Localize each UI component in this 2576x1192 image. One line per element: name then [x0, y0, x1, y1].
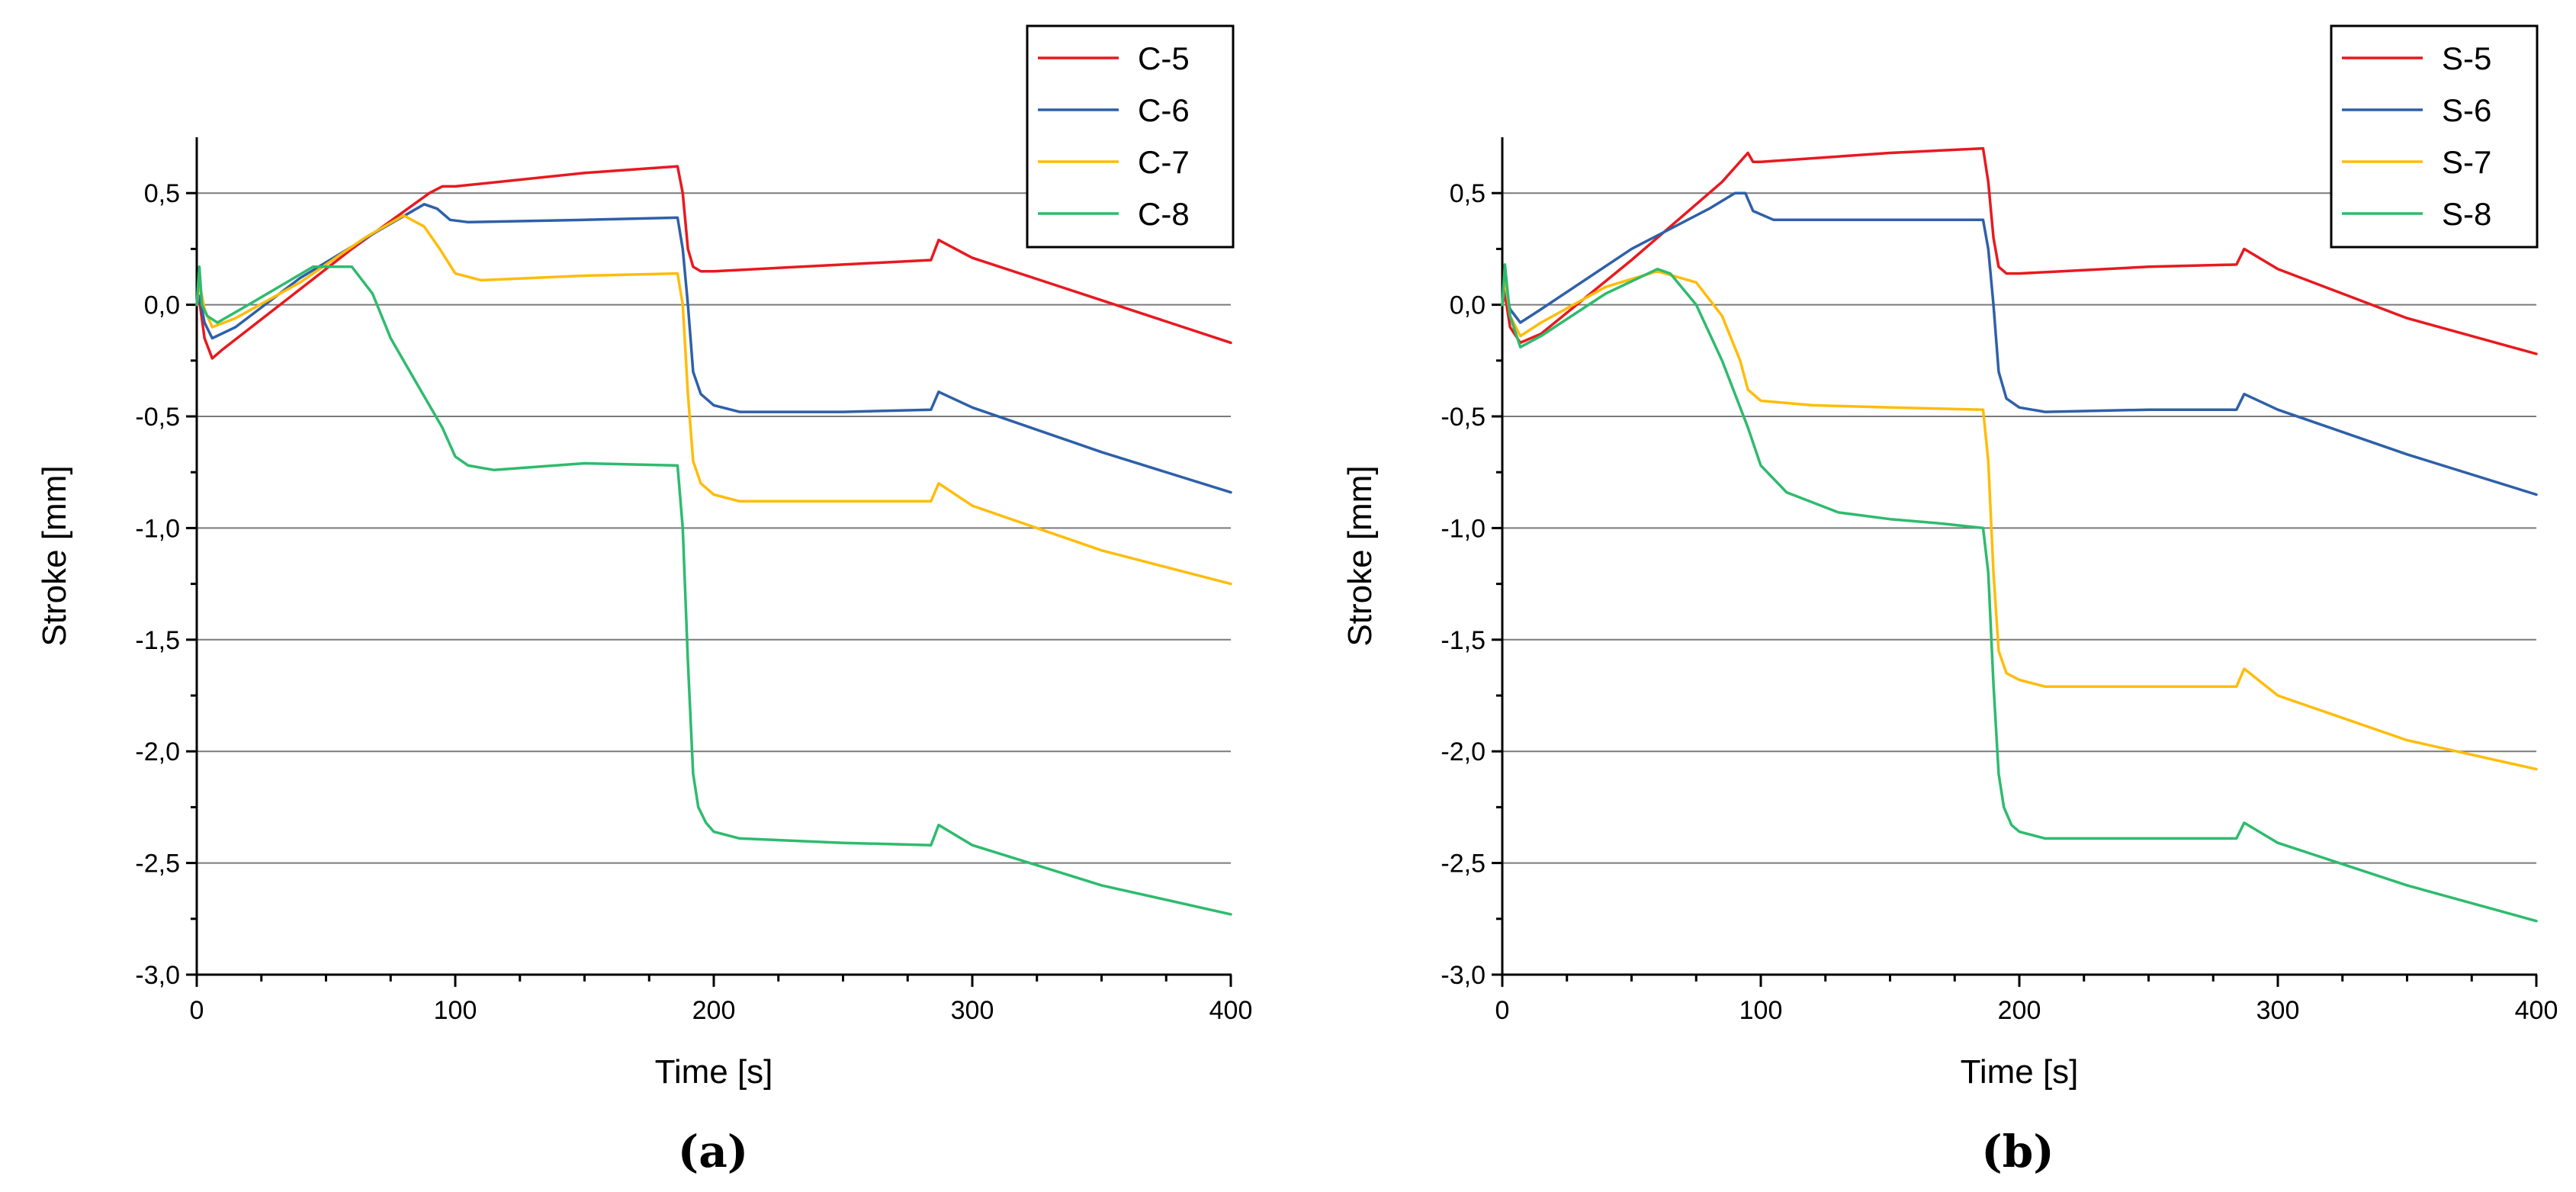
panel-b: -3,0 -2,5 -2,0 -1,5 -1,0 -0,5 0,0 0,5 0 100 200 300… — [1341, 24, 2558, 1178]
y-tick-label: -1,0 — [1441, 514, 1486, 543]
y-tick-label: -3,0 — [1441, 961, 1486, 990]
series-line-s-6 — [1501, 191, 2538, 496]
series-line-c-8 — [195, 265, 1232, 916]
x-tick-label: 200 — [1998, 996, 2041, 1025]
y-tick-label: -0,5 — [1441, 403, 1486, 432]
y-tick-label: -0,5 — [135, 403, 180, 432]
series-line-c-7 — [195, 214, 1232, 586]
y-axis-title: Stroke [mm] — [36, 465, 73, 646]
series-line-s-7 — [1501, 269, 2538, 771]
y-axis-title: Stroke [mm] — [1341, 465, 1379, 646]
panel-a: -3,0 -2,5 -2,0 -1,5 -1,0 -0,5 0,0 0,5 0 100 200 300… — [36, 24, 1253, 1178]
legend-label: C-6 — [1138, 92, 1190, 128]
y-tick-label: 0,5 — [1450, 179, 1486, 208]
x-tick-label: 400 — [1209, 996, 1253, 1025]
panel-label: (b) — [1981, 1126, 2054, 1178]
y-tick-label: -3,0 — [135, 961, 180, 990]
y-tick-label: -2,5 — [1441, 850, 1486, 879]
y-tick-label: 0,0 — [144, 291, 180, 320]
x-axis-title: Time [s] — [655, 1053, 773, 1091]
x-axis-title: Time [s] — [1961, 1053, 2079, 1091]
y-tick-label: -2,5 — [135, 850, 180, 879]
y-tick-label: -2,0 — [1441, 737, 1486, 766]
x-tick-label: 300 — [951, 996, 994, 1025]
y-tick-label: 0,0 — [1450, 291, 1486, 320]
legend: S-5 S-6 S-7 S-8 — [2330, 24, 2539, 249]
series-line-s-5 — [1501, 146, 2538, 355]
y-tick-label: -1,5 — [135, 626, 180, 655]
legend-label: C-8 — [1138, 196, 1190, 232]
panel-label: (a) — [678, 1126, 748, 1178]
x-tick-label: 0 — [190, 996, 204, 1025]
series-line-s-8 — [1501, 263, 2538, 923]
x-tick-label: 200 — [692, 996, 736, 1025]
legend: C-5 C-6 C-7 C-8 — [1026, 24, 1235, 249]
legend-label: C-7 — [1138, 144, 1190, 180]
x-tick-label: 100 — [434, 996, 477, 1025]
x-tick-label: 100 — [1739, 996, 1783, 1025]
y-tick-label: -1,5 — [1441, 626, 1486, 655]
legend-label: S-6 — [2442, 92, 2491, 128]
series-line-c-5 — [195, 165, 1232, 360]
x-tick-label: 400 — [2515, 996, 2558, 1025]
legend-label: C-5 — [1138, 40, 1190, 76]
x-tick-label: 300 — [2256, 996, 2300, 1025]
legend-label: S-5 — [2442, 40, 2491, 76]
x-tick-label: 0 — [1495, 996, 1510, 1025]
legend-box — [1026, 24, 1235, 249]
legend-label: S-8 — [2442, 196, 2491, 232]
legend-label: S-7 — [2442, 144, 2491, 180]
y-tick-label: 0,5 — [144, 179, 180, 208]
y-tick-label: -1,0 — [135, 514, 180, 543]
legend-box — [2330, 24, 2539, 249]
y-tick-label: -2,0 — [135, 737, 180, 766]
series-line-c-6 — [195, 203, 1232, 494]
